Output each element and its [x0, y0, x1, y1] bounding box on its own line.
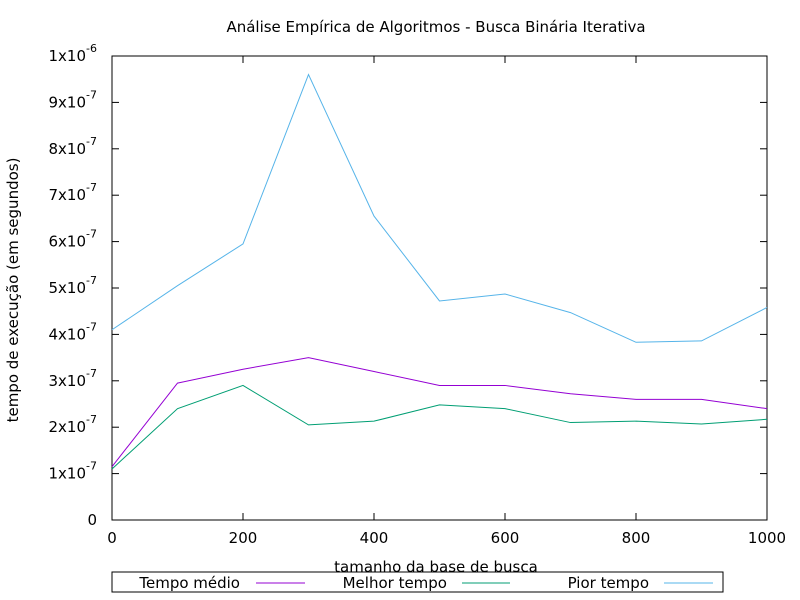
y-tick-label: 0 — [87, 511, 97, 529]
y-tick-label: 1x10-7 — [49, 460, 97, 483]
y-tick-label: 1x10-6 — [49, 42, 97, 65]
x-tick-label: 1000 — [748, 529, 786, 547]
legend-label-1: Melhor tempo — [343, 574, 447, 592]
y-tick-label: 7x10-7 — [49, 181, 97, 204]
plot-frame — [111, 55, 768, 521]
legend: Tempo médio Melhor tempo Pior tempo — [111, 571, 724, 593]
y-tick-label: 2x10-7 — [49, 413, 97, 436]
y-axis-label: tempo de execução (em segundos) — [4, 158, 22, 423]
legend-label-0: Tempo médio — [138, 574, 240, 592]
y-tick-label: 3x10-7 — [49, 367, 97, 390]
series-line-1 — [111, 384, 768, 470]
x-tick-label: 400 — [360, 529, 389, 547]
x-axis: 0 200 400 600 800 1000 — [107, 56, 786, 547]
series-line-2 — [111, 73, 768, 343]
y-tick-label: 6x10-7 — [49, 228, 97, 251]
x-tick-label: 0 — [107, 529, 117, 547]
legend-box — [111, 571, 724, 593]
chart-title: Análise Empírica de Algoritmos - Busca B… — [226, 18, 645, 36]
x-tick-label: 600 — [491, 529, 520, 547]
y-axis: 0 1x10-7 2x10-7 3x10-7 4x10-7 5x10-7 6x10-7 7x1… — [49, 42, 767, 529]
x-tick-label: 800 — [622, 529, 651, 547]
x-tick-label: 200 — [229, 529, 258, 547]
series-line-0 — [111, 357, 768, 467]
y-tick-label: 5x10-7 — [49, 274, 97, 297]
y-tick-label: 9x10-7 — [49, 88, 97, 111]
plot-border — [111, 55, 768, 521]
series-lines — [111, 73, 768, 470]
y-tick-label: 8x10-7 — [49, 135, 97, 158]
legend-label-2: Pior tempo — [568, 574, 649, 592]
y-tick-label: 4x10-7 — [49, 320, 97, 343]
